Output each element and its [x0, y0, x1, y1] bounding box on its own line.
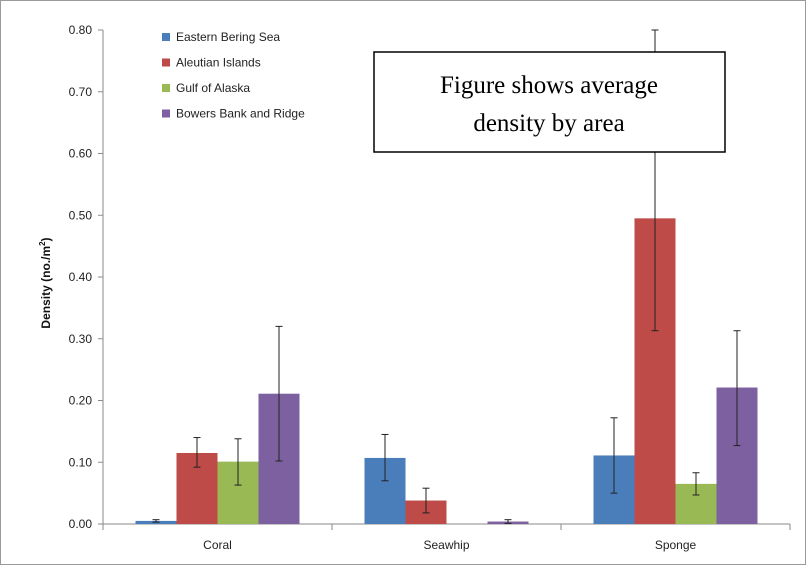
legend: Eastern Bering Sea Aleutian Islands Gulf o… [162, 30, 305, 121]
legend-label: Aleutian Islands [176, 56, 261, 70]
legend-label: Gulf of Alaska [176, 81, 250, 95]
y-tick-label: 0.80 [69, 23, 93, 37]
y-tick-label: 0.10 [69, 455, 93, 469]
annotation-border [373, 51, 726, 153]
legend-swatch [162, 84, 170, 92]
y-axis-label-superscript: 2 [38, 241, 47, 246]
legend-label: Eastern Bering Sea [176, 30, 280, 44]
legend-swatch [162, 33, 170, 41]
annotation-box: Figure shows average density by area [373, 51, 726, 153]
annotation-line-2: density by area [473, 110, 624, 137]
y-tick-label: 0.20 [69, 394, 93, 408]
x-tick-label: Sponge [655, 538, 697, 552]
y-axis-label: Density (no./m2) [38, 237, 53, 328]
y-tick-label: 0.70 [69, 85, 93, 99]
legend-swatch [162, 58, 170, 67]
x-tick-label: Seawhip [423, 538, 469, 552]
x-tick-label: Coral [203, 538, 232, 552]
y-tick-label: 0.40 [69, 270, 93, 284]
y-tick-label: 0.00 [69, 517, 93, 531]
annotation-line-1: Figure shows average [440, 72, 658, 99]
y-tick-label: 0.50 [69, 208, 93, 222]
y-tick-label: 0.60 [69, 147, 93, 161]
legend-label: Bowers Bank and Ridge [176, 107, 305, 121]
y-axis-label-close: ) [39, 237, 53, 241]
legend-swatch [162, 109, 170, 118]
y-tick-label: 0.30 [69, 332, 93, 346]
y-axis-label-text: Density (no./m [39, 246, 53, 329]
y-axis: 0.00 0.10 0.20 0.30 0.40 0.50 0.60 0.70 0.80 [69, 23, 104, 531]
